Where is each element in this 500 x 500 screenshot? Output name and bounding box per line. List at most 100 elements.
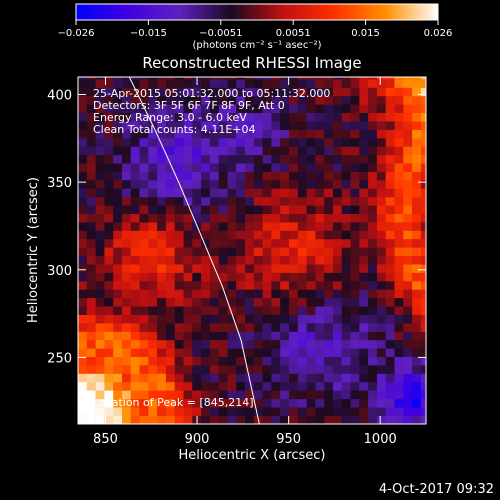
heatmap-cell — [350, 264, 360, 273]
heatmap-cell — [95, 297, 105, 307]
heatmap-cell — [403, 247, 413, 256]
heatmap-cell — [341, 264, 351, 273]
heatmap-cell — [104, 87, 114, 97]
heatmap-cell — [271, 205, 281, 214]
heatmap-cell — [333, 314, 343, 324]
heatmap-cell — [183, 390, 193, 400]
heatmap-cell — [209, 138, 219, 147]
heatmap-cell — [315, 121, 325, 130]
heatmap-cell — [245, 230, 255, 240]
heatmap-cell — [420, 398, 426, 408]
heatmap-cell — [297, 356, 307, 366]
heatmap-cell — [315, 281, 325, 290]
heatmap-cell — [157, 171, 167, 181]
heatmap-cell — [324, 356, 334, 366]
heatmap-cell — [148, 87, 158, 97]
heatmap-cell — [201, 255, 211, 265]
heatmap-cell — [122, 247, 132, 256]
heatmap-cell — [227, 238, 237, 248]
heatmap-cell — [139, 213, 149, 223]
heatmap-cell — [297, 79, 307, 88]
heatmap-cell — [368, 281, 378, 290]
heatmap-cell — [192, 314, 202, 324]
heatmap-cell — [341, 331, 351, 341]
heatmap-cell — [227, 365, 237, 374]
heatmap-cell — [174, 264, 184, 273]
heatmap-cell — [78, 154, 88, 164]
heatmap-cell — [394, 129, 404, 139]
heatmap-cell — [420, 213, 426, 223]
heatmap-cell — [420, 121, 426, 130]
heatmap-cell — [297, 331, 307, 341]
heatmap-cell — [122, 146, 132, 156]
heatmap-cell — [165, 154, 175, 164]
heatmap-cell — [122, 297, 132, 307]
heatmap-cell — [306, 356, 316, 366]
heatmap-cell — [86, 306, 96, 315]
heatmap-cell — [385, 188, 395, 198]
heatmap-cell — [297, 188, 307, 198]
heatmap-cell — [297, 238, 307, 248]
heatmap-cell — [253, 365, 263, 374]
heatmap-cell — [122, 314, 132, 324]
heatmap-cell — [113, 180, 123, 189]
heatmap-cell — [113, 255, 123, 265]
heatmap-cell — [350, 188, 360, 198]
heatmap-cell — [350, 238, 360, 248]
heatmap-cell — [165, 104, 175, 113]
heatmap-cell — [376, 180, 386, 189]
heatmap-cell — [165, 213, 175, 223]
heatmap-cell — [227, 247, 237, 256]
heatmap-cell — [306, 238, 316, 248]
heatmap-cell — [209, 222, 219, 231]
heatmap-cell — [86, 365, 96, 374]
heatmap-cell — [78, 297, 88, 307]
heatmap-cell — [333, 331, 343, 341]
heatmap-cell — [376, 77, 386, 80]
heatmap-cell — [78, 121, 88, 130]
heatmap-cell — [122, 129, 132, 139]
x-tick-label: 950 — [276, 432, 301, 447]
heatmap-cell — [280, 213, 290, 223]
heatmap-cell — [420, 230, 426, 240]
heatmap-cell — [289, 196, 299, 206]
heatmap-cell — [218, 104, 228, 113]
heatmap-cell — [201, 104, 211, 113]
heatmap-cell — [359, 205, 369, 214]
heatmap-cell — [368, 213, 378, 223]
heatmap-cell — [218, 415, 228, 424]
heatmap-cell — [289, 154, 299, 164]
colorbar-tick-label: −0.0051 — [199, 28, 242, 39]
heatmap-cell — [359, 390, 369, 400]
heatmap-cell — [359, 365, 369, 374]
heatmap-cell — [324, 323, 334, 332]
heatmap-cell — [280, 264, 290, 273]
heatmap-cell — [201, 196, 211, 206]
heatmap-cell — [113, 264, 123, 273]
heatmap-cell — [403, 348, 413, 357]
heatmap-cell — [245, 323, 255, 332]
heatmap-cell — [165, 407, 175, 416]
heatmap-cell — [280, 314, 290, 324]
heatmap-cell — [394, 264, 404, 273]
heatmap-cell — [113, 79, 123, 88]
heatmap-cell — [157, 112, 167, 122]
heatmap-cell — [359, 104, 369, 113]
heatmap-cell — [130, 230, 140, 240]
heatmap-cell — [341, 79, 351, 88]
heatmap-cell — [385, 407, 395, 416]
heatmap-cell — [104, 255, 114, 265]
heatmap-cell — [394, 205, 404, 214]
heatmap-cell — [139, 196, 149, 206]
heatmap-cell — [122, 398, 132, 408]
heatmap-cell — [306, 129, 316, 139]
heatmap-cell — [271, 281, 281, 290]
heatmap-cell — [412, 255, 422, 265]
heatmap-cell — [333, 138, 343, 147]
heatmap-cell — [183, 281, 193, 290]
heatmap-cell — [385, 415, 395, 424]
heatmap-cell — [113, 163, 123, 172]
heatmap-cell — [227, 95, 237, 105]
heatmap-cell — [315, 196, 325, 206]
heatmap-cell — [78, 348, 88, 357]
